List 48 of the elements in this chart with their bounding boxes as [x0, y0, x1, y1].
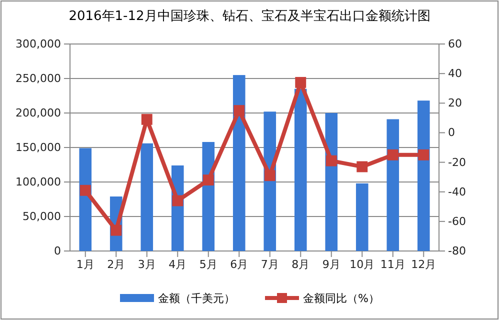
bar [294, 88, 307, 251]
point [172, 195, 184, 206]
y2-tick-label: -80 [448, 244, 466, 258]
y2-tick-label: -20 [448, 156, 466, 169]
point [295, 76, 306, 88]
y-tick-label: 0 [54, 244, 61, 258]
point [387, 149, 398, 160]
point [418, 149, 430, 160]
x-tick-label: 4月 [168, 258, 187, 271]
y2-tick-label: 40 [448, 67, 462, 80]
x-tick-label: 3月 [138, 258, 156, 271]
y-tick-label: 300,000 [16, 38, 61, 51]
point [141, 114, 152, 125]
y-tick-label: 50,000 [22, 210, 61, 224]
point [202, 174, 214, 186]
x-tick-label: 12月 [411, 258, 436, 271]
point [80, 184, 91, 196]
x-tick-label: 6月 [230, 258, 248, 271]
point [356, 161, 368, 172]
y2-tick-label: 20 [448, 96, 462, 110]
bar [386, 119, 400, 251]
y-tick-label: 150,000 [16, 141, 61, 154]
legend-label: 金额（千美元） [158, 292, 235, 305]
x-tick-label: 7月 [260, 258, 279, 271]
y-tick-label: 100,000 [16, 176, 61, 189]
y-tick-label: 200,000 [16, 106, 61, 120]
point [234, 105, 245, 116]
bar [417, 100, 430, 251]
x-tick-label: 2月 [107, 258, 126, 271]
x-tick-label: 8月 [292, 258, 310, 271]
point [110, 224, 122, 236]
x-tick-label: 11月 [380, 258, 406, 271]
y2-tick-label: -60 [448, 214, 466, 228]
chart-title: 2016年1-12月中国珍珠、钻石、宝石及半宝石出口金额统计图 [68, 8, 430, 24]
legend-label: 金额同比（%） [303, 292, 380, 305]
point [264, 170, 276, 182]
y2-tick-label: 60 [448, 38, 462, 51]
x-tick-label: 1月 [76, 258, 94, 271]
y2-tick-label: -40 [448, 185, 466, 198]
x-tick-label: 10月 [350, 258, 375, 271]
bar [356, 183, 368, 251]
y2-tick-label: 0 [448, 126, 455, 140]
x-tick-label: 9月 [322, 258, 340, 271]
x-tick-label: 5月 [199, 258, 218, 271]
point [326, 155, 337, 166]
y-tick-label: 250,000 [16, 72, 61, 86]
bar [140, 143, 154, 251]
bar [232, 75, 246, 251]
